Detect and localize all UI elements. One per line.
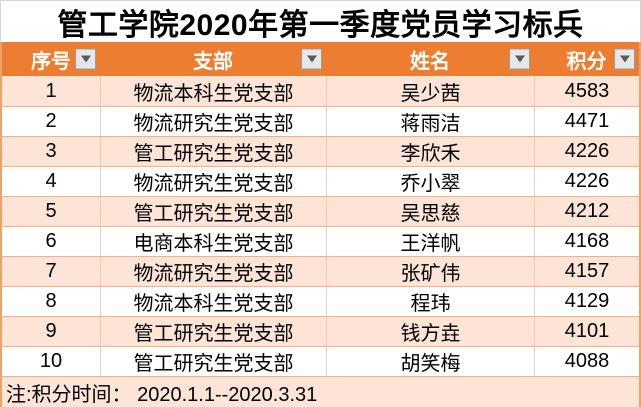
cell-branch: 物流研究生党支部 — [100, 107, 326, 136]
table-row: 5 管工研究生党支部 吴思慈 4212 — [2, 196, 639, 226]
footnote-bar: 注:积分时间： 2020.1.1--2020.3.31 — [2, 376, 639, 407]
cell-score: 4471 — [534, 107, 639, 136]
column-header-label: 支部 — [193, 50, 233, 73]
table-row: 6 电商本科生党支部 王洋帆 4168 — [2, 226, 639, 256]
triangle-down-icon — [306, 55, 317, 63]
cell-name: 王洋帆 — [326, 227, 534, 256]
triangle-down-icon — [619, 55, 630, 63]
cell-branch: 电商本科生党支部 — [100, 227, 326, 256]
cell-seq: 1 — [45, 79, 57, 102]
title-bar: 管工学院2020年第一季度党员学习标兵 — [0, 0, 641, 42]
table-row: 1 物流本科生党支部 吴少茜 4583 — [2, 76, 639, 106]
cell-name: 蒋雨洁 — [326, 107, 534, 136]
column-header-3: 积分 — [534, 42, 639, 76]
cell-name: 程玮 — [326, 287, 534, 316]
table-row: 4 物流研究生党支部 乔小翠 4226 — [2, 166, 639, 196]
cell-name: 胡笑梅 — [326, 347, 534, 376]
cell-score: 4101 — [534, 317, 639, 346]
cell-seq: 8 — [45, 290, 57, 312]
table-row: 2 物流研究生党支部 蒋雨洁 4471 — [2, 106, 639, 136]
triangle-down-icon — [514, 55, 525, 63]
cell-name: 张矿伟 — [326, 257, 534, 286]
cell-seq: 9 — [45, 320, 57, 342]
column-header-label: 序号 — [31, 50, 71, 73]
cell-score: 4157 — [534, 257, 639, 286]
cell-score: 4129 — [534, 287, 639, 316]
column-header-label: 姓名 — [410, 50, 450, 73]
table-row: 8 物流本科生党支部 程玮 4129 — [2, 286, 639, 316]
table-row: 10 管工研究生党支部 胡笑梅 4088 — [2, 346, 639, 376]
cell-branch: 物流研究生党支部 — [100, 167, 326, 196]
table-row: 7 物流研究生党支部 张矿伟 4157 — [2, 256, 639, 286]
filter-dropdown-button[interactable] — [301, 48, 322, 70]
cell-score: 4226 — [534, 167, 639, 196]
cell-score: 4212 — [534, 197, 639, 226]
table-body: 1 物流本科生党支部 吴少茜 4583 2 物流研究生党支部 蒋雨洁 4471 3 管工研究生党支… — [2, 76, 639, 376]
cell-name: 吴少茜 — [326, 76, 534, 106]
cell-seq: 3 — [45, 140, 57, 162]
cell-name: 乔小翠 — [326, 167, 534, 196]
cell-branch: 物流本科生党支部 — [100, 76, 326, 106]
cell-score: 4583 — [534, 76, 639, 106]
cell-branch: 物流本科生党支部 — [100, 287, 326, 316]
cell-name: 李欣禾 — [326, 137, 534, 166]
cell-name: 吴思慈 — [326, 197, 534, 226]
cell-seq: 5 — [45, 200, 57, 222]
column-header-1: 支部 — [100, 42, 326, 76]
cell-seq: 4 — [45, 170, 57, 192]
cell-branch: 管工研究生党支部 — [100, 137, 326, 166]
cell-score: 4088 — [534, 347, 639, 376]
footnote-text: 注:积分时间： 2020.1.1--2020.3.31 — [6, 383, 318, 406]
table-row: 3 管工研究生党支部 李欣禾 4226 — [2, 136, 639, 166]
column-header-0: 序号 — [2, 42, 100, 76]
column-header-label: 积分 — [566, 50, 607, 73]
cell-seq: 7 — [45, 260, 57, 282]
filter-dropdown-button[interactable] — [509, 48, 530, 70]
triangle-down-icon — [80, 55, 91, 63]
cell-seq: 10 — [39, 350, 63, 372]
cell-seq: 6 — [45, 230, 57, 252]
cell-score: 4226 — [534, 137, 639, 166]
cell-branch: 管工研究生党支部 — [100, 317, 326, 346]
table-header: 序号 支部 姓名 积分 — [2, 42, 639, 76]
cell-branch: 管工研究生党支部 — [100, 347, 326, 376]
cell-branch: 物流研究生党支部 — [100, 257, 326, 286]
filter-dropdown-button[interactable] — [614, 48, 635, 70]
column-header-2: 姓名 — [326, 42, 534, 76]
cell-name: 钱方垚 — [326, 317, 534, 346]
filter-dropdown-button[interactable] — [75, 48, 96, 70]
cell-score: 4168 — [534, 227, 639, 256]
ranking-table: 序号 支部 姓名 积分 1 物流本科生党支部 吴少茜 4583 2 物流研究生党支部 蒋雨洁 447… — [0, 42, 641, 407]
table-row: 9 管工研究生党支部 钱方垚 4101 — [2, 316, 639, 346]
page-title: 管工学院2020年第一季度党员学习标兵 — [57, 8, 584, 42]
cell-branch: 管工研究生党支部 — [100, 197, 326, 226]
cell-seq: 2 — [45, 110, 57, 132]
